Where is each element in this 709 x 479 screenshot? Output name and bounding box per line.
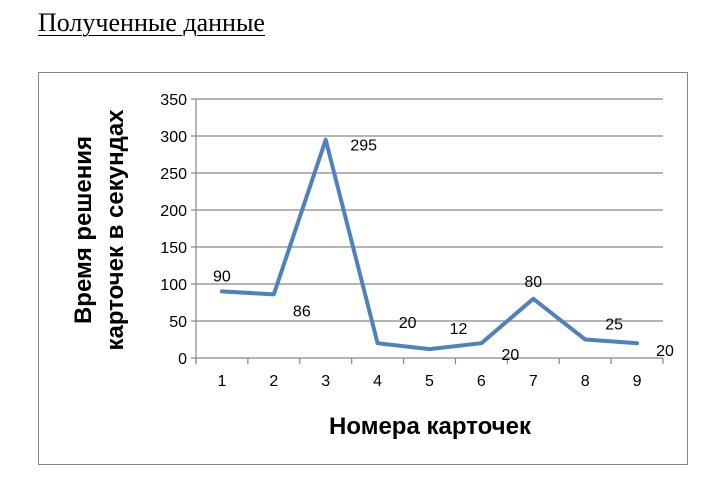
series-line [219, 137, 640, 352]
y-tick-labels: 0 50 100 150 200 250 300 350 [160, 92, 187, 368]
gridlines [196, 98, 663, 322]
x-tick-label: 1 [217, 373, 226, 390]
x-tick-label: 4 [373, 373, 382, 390]
y-tick-label: 150 [160, 240, 187, 257]
axes [191, 98, 664, 364]
x-tick-label: 2 [269, 373, 278, 390]
y-axis-title-line-2: карточек в секундах [102, 109, 129, 351]
data-labels: 90 86 295 20 12 20 80 25 20 [213, 138, 674, 365]
data-label: 20 [501, 347, 519, 364]
x-tick-label: 5 [425, 373, 434, 390]
data-label: 86 [293, 303, 311, 320]
y-tick-label: 350 [160, 92, 187, 109]
y-tick-label: 200 [160, 203, 187, 220]
page-heading: Полученные данные [38, 8, 265, 37]
x-tick-label: 6 [477, 373, 486, 390]
x-axis-title: Номера карточек [329, 413, 532, 440]
y-tick-label: 0 [178, 351, 187, 368]
data-label: 25 [605, 317, 623, 334]
y-axis-title-line-1: Время решения [70, 136, 97, 324]
data-label: 20 [656, 343, 674, 360]
x-tick-label: 3 [321, 373, 330, 390]
x-tick-label: 9 [633, 373, 642, 390]
y-tick-label: 300 [160, 129, 187, 146]
y-tick-label: 100 [160, 277, 187, 294]
x-tick-label: 7 [529, 373, 538, 390]
data-label: 20 [399, 315, 417, 332]
data-label: 295 [350, 138, 377, 155]
x-tick-labels: 1 2 3 4 5 6 7 8 9 [217, 373, 641, 390]
x-tick-label: 8 [581, 373, 590, 390]
series-lines [219, 137, 640, 352]
y-tick-label: 50 [169, 314, 187, 331]
data-label: 90 [213, 268, 231, 285]
y-tick-label: 250 [160, 166, 187, 183]
data-label: 80 [524, 274, 542, 291]
data-label: 12 [450, 321, 468, 338]
